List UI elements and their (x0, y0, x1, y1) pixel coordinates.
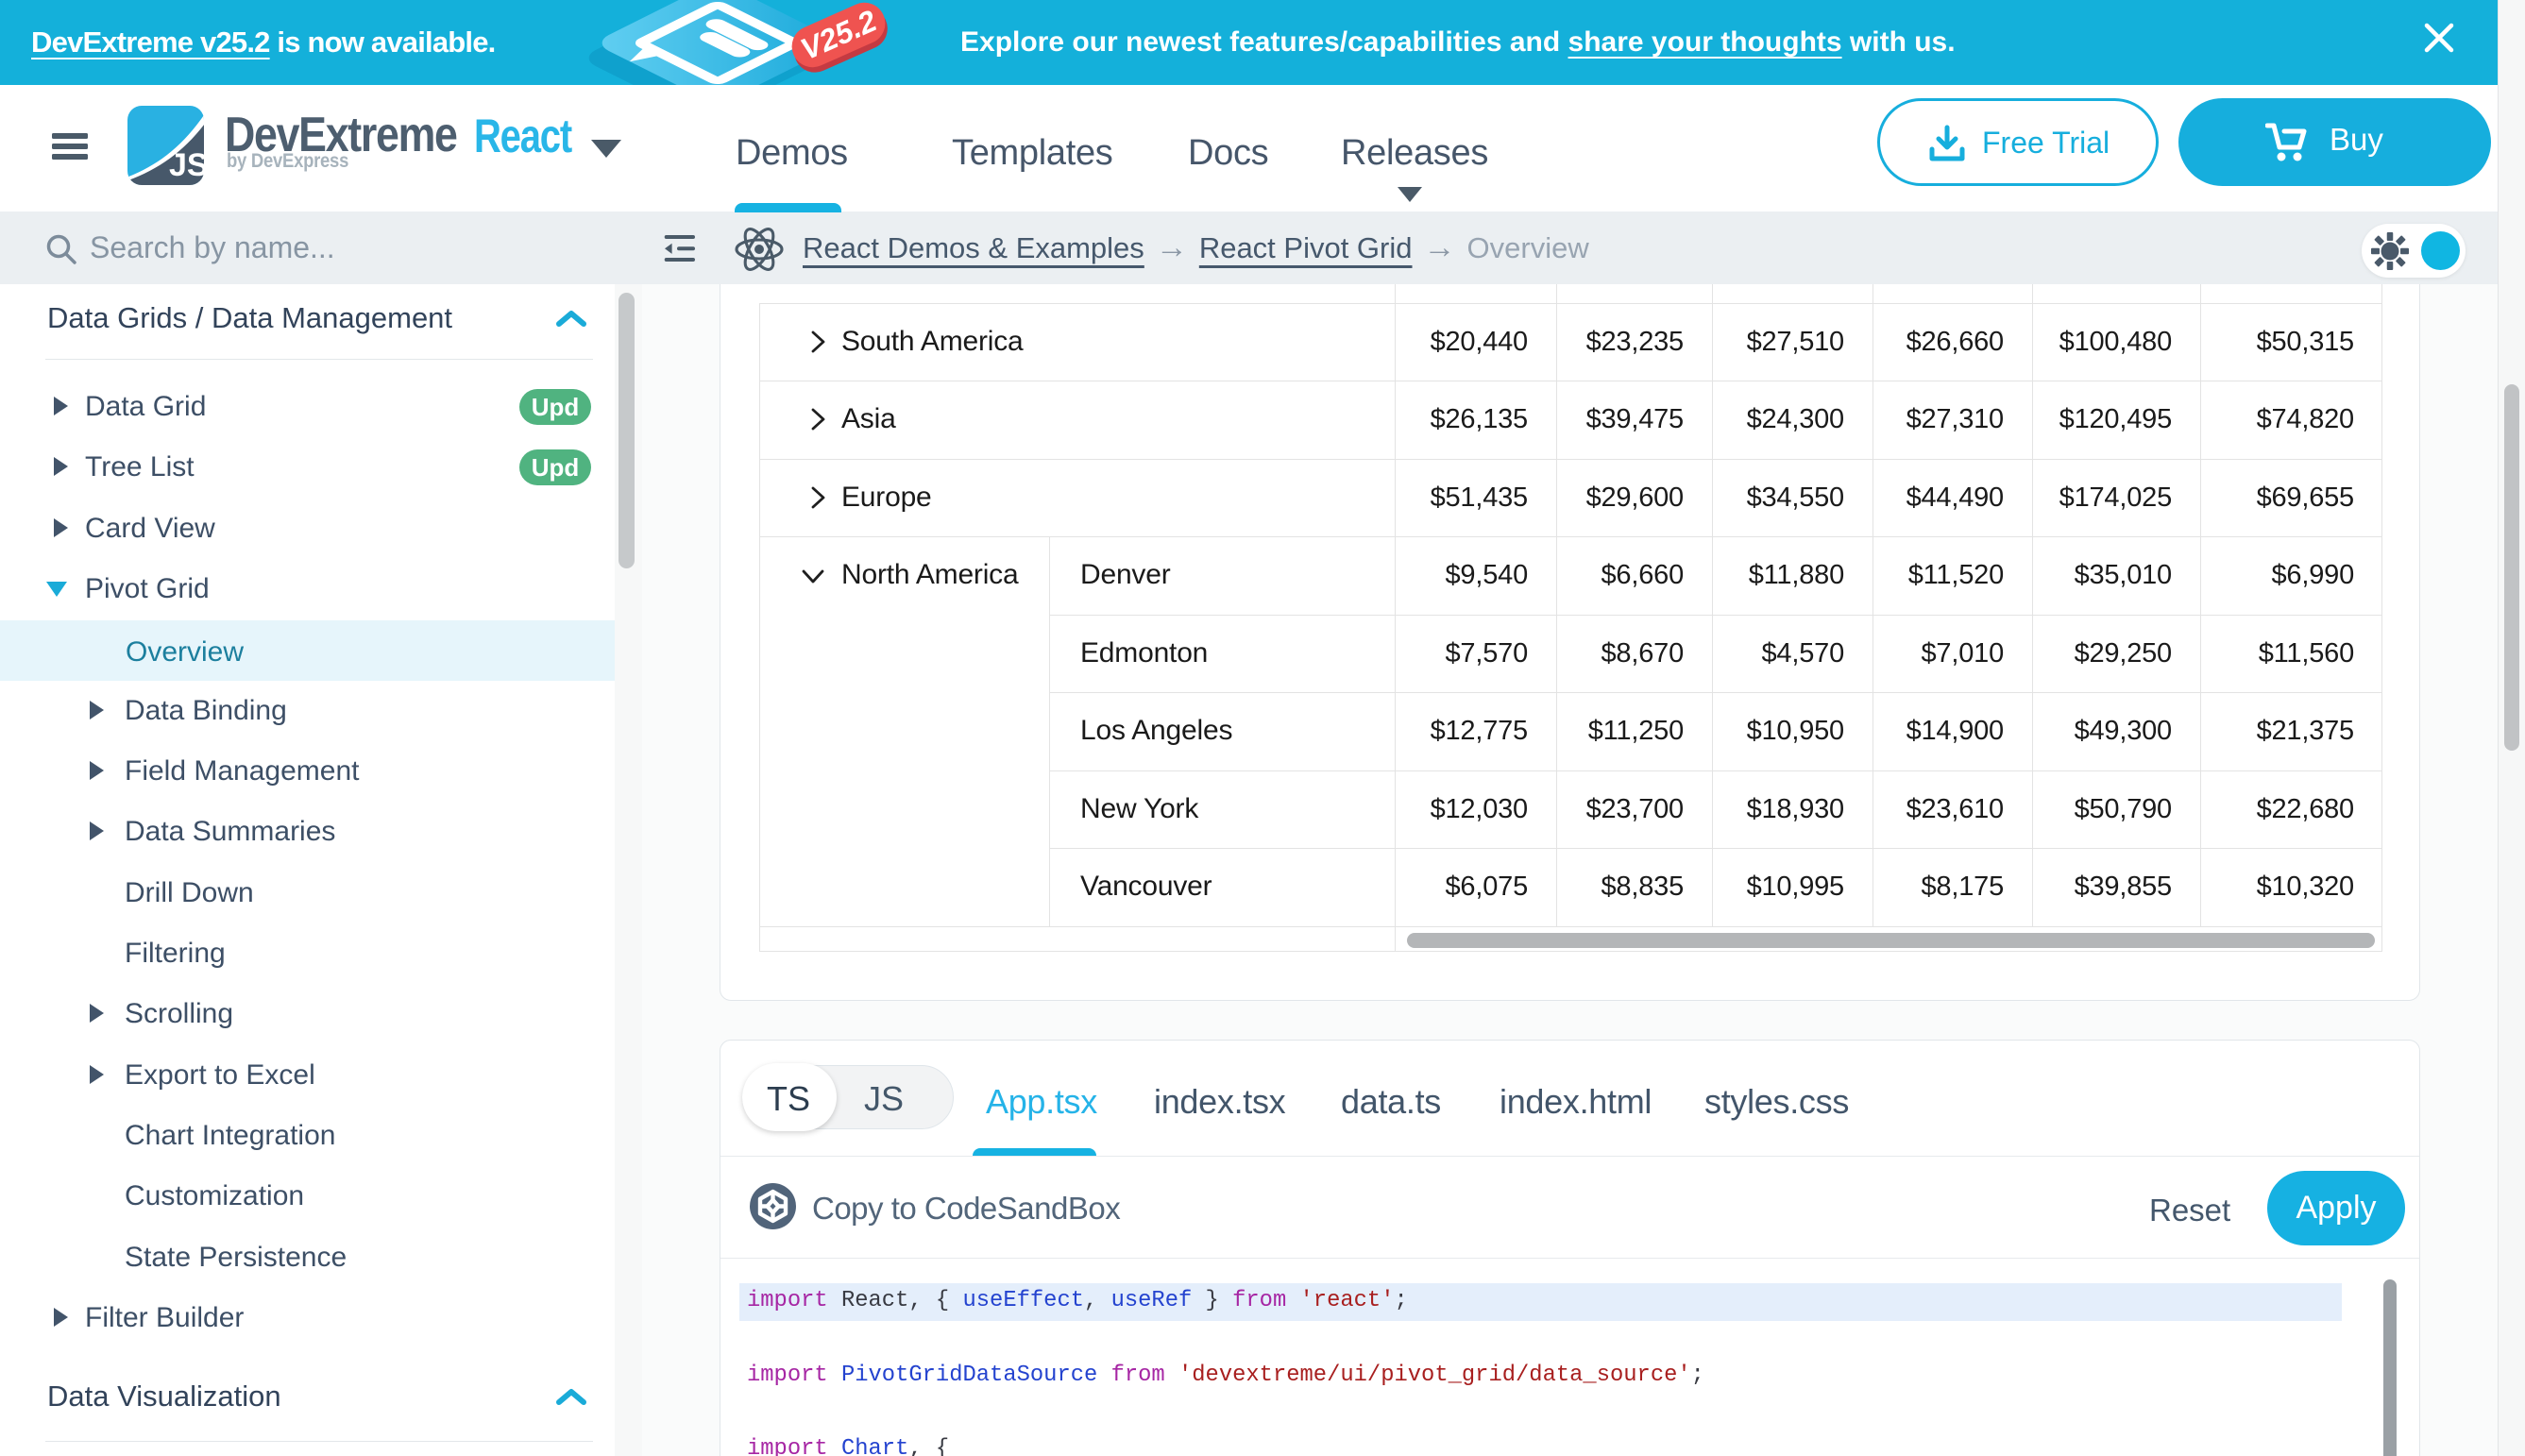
svg-text:JS: JS (169, 147, 204, 183)
